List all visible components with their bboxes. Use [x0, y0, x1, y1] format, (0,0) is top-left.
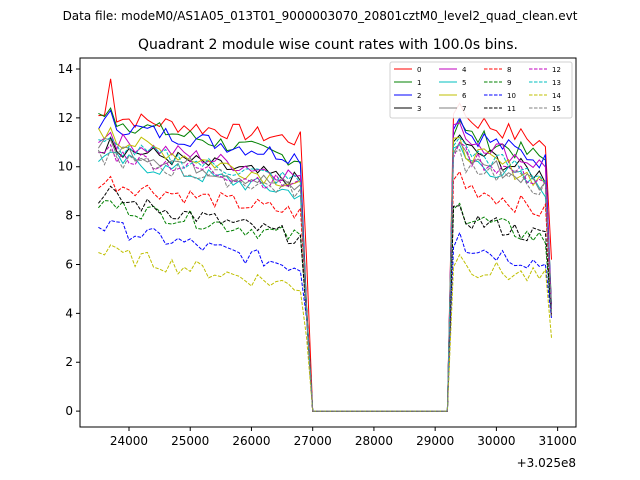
legend-label-10: 10 [507, 92, 516, 100]
y-tick-label: 10 [58, 160, 73, 174]
legend-label-13: 13 [552, 79, 561, 87]
legend-label-7: 7 [462, 105, 466, 113]
x-tick-label: 30000 [477, 434, 515, 448]
legend-label-4: 4 [462, 66, 467, 74]
series-line-14 [98, 244, 552, 412]
series-line-0 [98, 78, 552, 412]
y-tick-label: 4 [65, 306, 73, 320]
chart-suptitle: Data file: modeM0/AS1A05_013T01_90000030… [63, 9, 578, 23]
axes-spines [79, 57, 577, 428]
legend-label-1: 1 [417, 79, 421, 87]
plot-frame [80, 58, 576, 427]
legend-label-8: 8 [507, 66, 511, 74]
x-tick-label: 28000 [355, 434, 393, 448]
legend-label-14: 14 [552, 92, 561, 100]
legend-box [389, 61, 573, 119]
x-axis: 24000 25000 26000 27000 28000 29000 30000 31000 [110, 427, 577, 448]
y-tick-label: 6 [65, 257, 73, 271]
x-tick-label: 24000 [110, 434, 148, 448]
series-line-7 [97, 137, 552, 412]
x-offset-label: +3.025e8 [517, 456, 576, 470]
y-tick-label: 14 [58, 62, 73, 76]
series-line-15 [97, 148, 552, 412]
chart-title: Quadrant 2 module wise count rates with … [138, 37, 518, 53]
legend-label-11: 11 [507, 105, 516, 113]
legend-label-0: 0 [417, 66, 421, 74]
legend-label-3: 3 [417, 105, 421, 113]
legend-label-9: 9 [507, 79, 511, 87]
series-line-5 [98, 144, 552, 412]
y-tick-label: 8 [65, 209, 73, 223]
series-line-13 [98, 136, 552, 412]
y-tick-label: 0 [65, 404, 73, 418]
y-tick-label: 12 [58, 111, 73, 125]
series-line-8 [98, 170, 552, 412]
y-tick-label: 2 [65, 355, 73, 369]
series-line-2 [97, 109, 552, 412]
series-layer [97, 78, 552, 412]
y-axis: 0 2 4 6 8 10 12 14 [58, 62, 80, 418]
x-tick-label: 26000 [232, 434, 270, 448]
plot-area: 24000 25000 26000 27000 28000 29000 30000 31000… [58, 57, 577, 470]
legend-label-15: 15 [552, 105, 561, 113]
legend-label-12: 12 [552, 66, 561, 74]
legend-label-5: 5 [462, 79, 466, 87]
series-line-11 [98, 185, 552, 412]
x-tick-label: 27000 [294, 434, 332, 448]
x-tick-label: 25000 [171, 434, 209, 448]
legend-label-6: 6 [462, 92, 467, 100]
series-line-10 [98, 219, 552, 412]
x-tick-label: 29000 [416, 434, 454, 448]
legend-label-2: 2 [417, 92, 421, 100]
x-tick-label: 31000 [539, 434, 577, 448]
